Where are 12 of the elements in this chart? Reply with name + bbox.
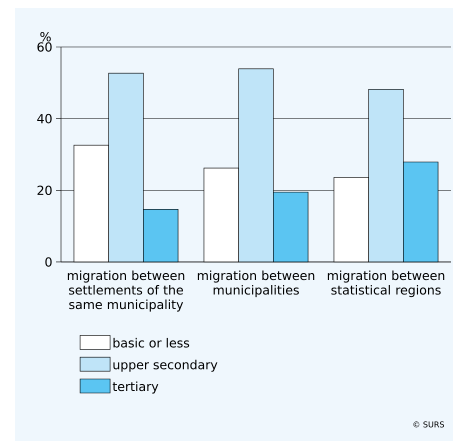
x-tick-label: migration between settlements of the same municipality [68, 270, 184, 312]
legend-label: upper secondary [113, 360, 218, 372]
text: © SURS [413, 421, 444, 428]
y-axis-title: % [40, 32, 51, 42]
y-tick-label: 40 [37, 114, 52, 124]
legend-label: basic or less [114, 338, 190, 348]
y-tick-label: 0 [45, 257, 52, 267]
x-tick-label: migration between statistical regions [328, 270, 444, 298]
y-tick-label: 20 [38, 186, 52, 196]
legend-label: tertiary [112, 382, 158, 394]
y-tick-label: 60 [37, 42, 52, 52]
x-tick-label: migration between municipalities [198, 270, 314, 298]
